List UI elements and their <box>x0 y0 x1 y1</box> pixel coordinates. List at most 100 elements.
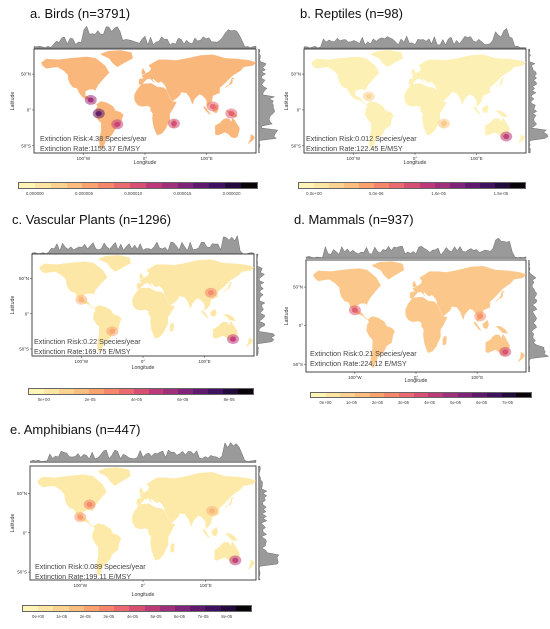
legend-swatch <box>384 393 400 397</box>
x-axis-label: Longitude <box>132 592 155 598</box>
legend-swatch <box>193 389 209 394</box>
latitude-density <box>528 259 550 373</box>
legend-tick-label: 0.000000 <box>25 191 44 196</box>
legend-swatch <box>148 389 164 394</box>
landmass-eurasia <box>138 54 256 107</box>
legend-swatch <box>205 606 221 611</box>
landmass-africa <box>405 296 448 353</box>
legend-swatch <box>118 389 134 394</box>
legend-tick-label: 0e+00 <box>32 614 45 619</box>
extinction-risk: Extinction Risk:0.012 Species/year <box>306 134 417 143</box>
legend-swatch <box>163 389 179 394</box>
landmass-north-america <box>37 474 107 527</box>
legend-swatch <box>494 183 510 188</box>
legend-tick-label: 8e-05 <box>223 397 235 402</box>
legend-swatch <box>23 606 39 611</box>
lat-tick-label: 0° <box>25 311 30 316</box>
lon-tick-label: 0° <box>143 156 148 161</box>
panel-title: b. Reptiles (n=98) <box>300 6 403 21</box>
legend-swatch <box>114 183 131 188</box>
legend-swatch <box>88 389 104 394</box>
panel-birds: a. Birds (n=3791) 50°N 0° 50°S 100°W 0° 100°E… <box>6 6 278 196</box>
landmass-borneo <box>481 104 489 114</box>
lat-tick-label: 0° <box>297 107 302 112</box>
landmass-south-america <box>364 101 394 150</box>
legend-swatch <box>413 393 429 397</box>
legend-swatch <box>38 606 54 611</box>
landmass-eurasia <box>408 54 526 107</box>
legend-tick-label: 0e+00 <box>319 400 332 405</box>
legend-tick-label: 6e-05 <box>177 397 189 402</box>
longitude-density <box>33 25 257 49</box>
legend-swatch <box>509 183 525 188</box>
landmass-new-zealand <box>245 337 254 348</box>
lon-tick-label: 100°E <box>471 156 483 161</box>
legend-swatch <box>19 183 35 188</box>
lon-tick-label: 0° <box>413 156 418 161</box>
landmass-australia <box>215 117 240 139</box>
legend-swatch <box>50 183 67 188</box>
landmass-new-guinea <box>223 314 236 322</box>
legend-tick-label: 5e-05 <box>450 400 462 405</box>
legend-swatch <box>68 606 84 611</box>
lon-tick-label: 100°W <box>348 375 362 380</box>
legend-swatch <box>340 393 356 397</box>
legend-swatch <box>355 393 370 397</box>
legend-swatch <box>83 606 100 611</box>
landmass-greenland <box>370 50 403 68</box>
legend-tick-label: 8e-05 <box>221 614 233 619</box>
color-legend <box>298 182 526 189</box>
legend-tick-label: 4e-05 <box>126 614 138 619</box>
legend-swatch <box>449 183 465 188</box>
legend-swatch <box>501 393 517 397</box>
landmass-new-guinea <box>224 533 238 541</box>
legend-swatch <box>145 183 162 188</box>
landmass-new-guinea <box>495 110 508 118</box>
legend-swatch <box>235 606 252 611</box>
landmass-japan <box>225 77 236 88</box>
legend-tick-label: 0.0e+00 <box>306 191 322 196</box>
legend-swatch <box>175 606 191 611</box>
lon-tick-label: 100°W <box>73 583 87 588</box>
legend-tick-label: 5e-05 <box>150 614 162 619</box>
landmass-japan <box>224 497 235 509</box>
legend-swatch <box>103 389 119 394</box>
legend-swatch <box>516 393 532 397</box>
legend-swatch <box>404 183 420 188</box>
legend-tick-label: 1e-05 <box>346 400 358 405</box>
landmass-north-america <box>39 261 108 309</box>
landmass-britain <box>141 67 146 75</box>
landmass-eurasia <box>136 472 256 530</box>
landmass-africa <box>132 287 175 339</box>
lon-tick-label: 100°E <box>201 156 213 161</box>
legend-tick-label: 1.0e-05 <box>431 191 446 196</box>
legend-tick-label: 4e-05 <box>424 400 436 405</box>
landmass-britain <box>412 280 417 288</box>
panel-title: a. Birds (n=3791) <box>30 6 131 21</box>
longitude-density <box>31 235 255 255</box>
legend-swatch <box>464 183 480 188</box>
legend-swatch <box>161 183 178 188</box>
landmass-madagascar <box>169 322 175 332</box>
x-axis-label: Longitude <box>405 378 428 384</box>
legend-swatch <box>208 389 224 394</box>
landmass-south-america <box>366 316 395 369</box>
landmass-new-zealand <box>247 134 256 144</box>
landmass-japan <box>495 77 506 88</box>
legend-swatch <box>66 183 83 188</box>
y-axis-label: Latitude <box>284 307 290 326</box>
longitude-density <box>305 237 527 259</box>
legend-swatch <box>314 183 330 188</box>
legend-swatch <box>133 389 149 394</box>
legend-swatch <box>428 393 444 397</box>
panel-title: d. Mammals (n=937) <box>294 212 414 227</box>
legend-tick-label: 4e-05 <box>130 397 142 402</box>
landmass-madagascar <box>170 542 175 553</box>
landmass-south-america <box>91 523 122 577</box>
landmass-borneo <box>482 319 489 329</box>
map-plot: 50°N 0° 50°S 100°W 0° 100°E Longitude Latitude <box>10 235 275 371</box>
landmass-sumatra <box>473 321 482 331</box>
legend-swatch <box>399 393 414 397</box>
latitude-density <box>256 253 275 357</box>
legend-tick-label: 6e-05 <box>174 614 186 619</box>
